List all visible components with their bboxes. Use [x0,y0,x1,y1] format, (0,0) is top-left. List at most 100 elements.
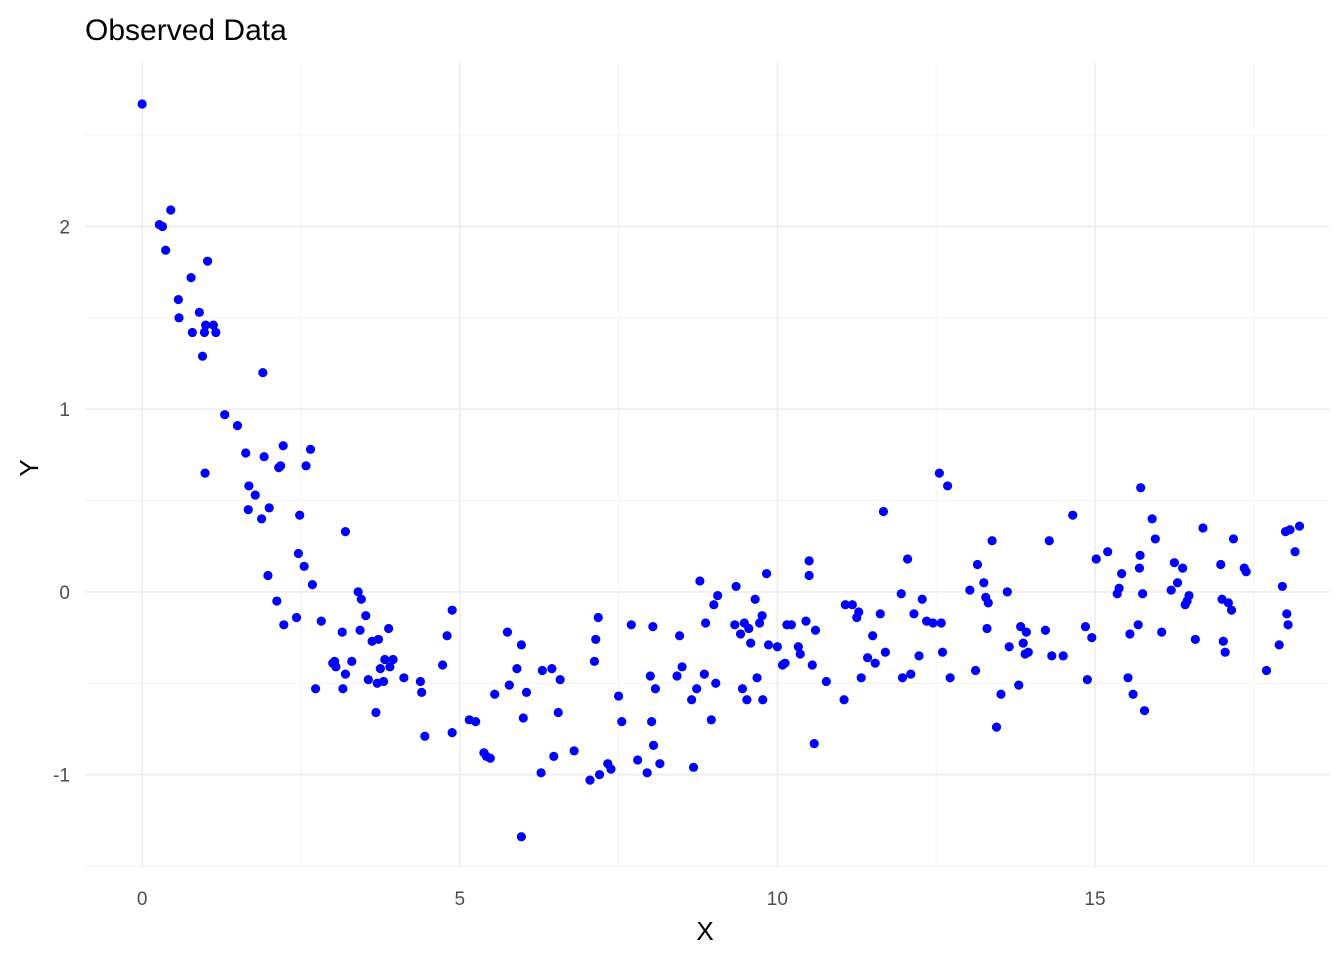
data-point [1128,689,1138,699]
data-point [1125,629,1135,639]
data-point [1040,625,1051,635]
data-point [613,691,624,701]
data-point [709,600,719,610]
data-point [754,618,765,628]
data-point [293,548,304,559]
x-tick-label: 15 [1084,889,1105,910]
data-point [199,327,210,338]
data-points [137,99,1305,842]
data-point [591,634,601,645]
data-point [896,589,906,599]
data-point [1021,627,1031,637]
data-point [804,556,814,566]
data-point [553,707,563,718]
data-point [870,658,880,668]
data-point [264,503,274,513]
data-point [585,775,595,785]
data-point [1087,632,1097,643]
data-point [502,627,513,637]
data-point [263,570,273,581]
data-point [1068,510,1078,520]
data-point [295,510,305,520]
data-point [906,669,916,679]
axis-ticks: 0 5 10 15 -1 0 1 2 [53,217,1105,910]
data-point [208,320,218,330]
grid [85,62,1330,867]
data-point [1114,583,1124,593]
data-point [1223,598,1233,608]
data-point [786,620,796,630]
data-point [371,707,381,718]
data-point [970,665,981,676]
data-point [965,585,975,595]
data-point [763,640,774,650]
data-point [356,594,366,604]
data-point [647,717,657,727]
data-point [399,673,409,683]
data-point [174,313,184,323]
data-point [200,468,210,478]
data-point [1216,559,1226,570]
data-point [363,675,373,685]
data-point [316,616,326,626]
data-point [700,618,711,628]
data-point [186,273,196,283]
data-point [243,505,253,515]
data-point [1172,578,1183,588]
data-point [626,620,636,630]
data-point [868,631,878,641]
data-point [340,669,351,679]
data-point [772,642,782,652]
data-point [674,631,685,641]
data-point [1178,563,1188,573]
data-point [761,569,772,579]
data-point [1283,620,1293,630]
data-point [757,611,767,621]
data-point [385,662,395,672]
data-point [1218,636,1228,646]
data-point [854,607,864,617]
data-point [793,642,803,652]
data-point [687,695,697,705]
data-point [173,294,183,305]
data-point [746,638,756,648]
data-point [1198,523,1208,533]
data-point [821,676,831,687]
data-point [937,647,948,657]
data-point [936,618,946,628]
data-point [555,675,565,685]
data-point [1023,647,1033,657]
data-point [331,662,341,672]
data-point [593,612,603,623]
data-point [201,320,211,330]
data-point [378,676,389,687]
data-point [991,722,1002,732]
data-point [338,684,348,694]
data-point [518,713,528,723]
data-point [1228,534,1239,544]
x-axis-title: X [696,916,713,946]
data-point [1220,647,1230,657]
data-point [1080,622,1091,632]
data-point [902,554,913,564]
data-point [420,731,430,741]
data-point [750,594,760,604]
data-point [259,452,269,462]
data-point [256,514,267,524]
data-point [801,616,811,626]
data-point [1139,706,1150,716]
data-point [677,662,687,672]
data-point [1047,651,1057,661]
data-point [1044,536,1054,546]
data-point [1123,673,1133,683]
data-point [310,684,321,694]
x-tick-label: 10 [767,889,788,910]
data-point [1134,563,1145,573]
data-point [692,684,702,694]
data-point [856,673,866,683]
data-point [373,634,384,645]
data-point [617,717,627,727]
data-point [1147,514,1157,524]
data-point [706,715,716,725]
data-point [279,620,289,630]
